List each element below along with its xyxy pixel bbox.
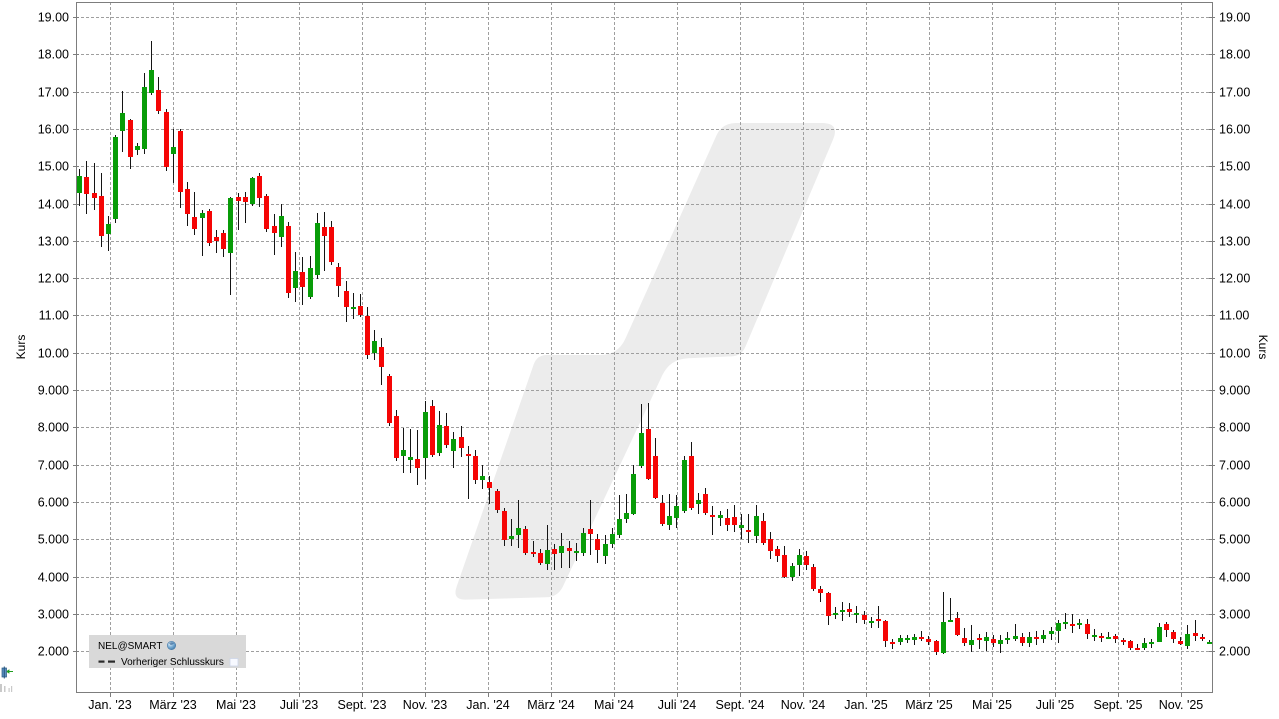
svg-text:5.000: 5.000 [1219, 533, 1250, 547]
svg-text:März '25: März '25 [905, 698, 953, 712]
svg-text:7.000: 7.000 [1219, 459, 1250, 473]
svg-text:10.00: 10.00 [1219, 347, 1250, 361]
svg-text:4.000: 4.000 [38, 571, 69, 585]
svg-text:8.000: 8.000 [1219, 421, 1250, 435]
svg-text:3.000: 3.000 [1219, 608, 1250, 622]
svg-text:März '24: März '24 [527, 698, 575, 712]
svg-text:2.000: 2.000 [1219, 645, 1250, 659]
svg-text:März '23: März '23 [149, 698, 197, 712]
svg-text:Vorheriger Schlusskurs: Vorheriger Schlusskurs [121, 657, 224, 668]
svg-text:Jan. '23: Jan. '23 [88, 698, 131, 712]
svg-text:Mai '25: Mai '25 [972, 698, 1012, 712]
svg-text:16.00: 16.00 [38, 123, 69, 137]
svg-text:Juli '24: Juli '24 [658, 698, 697, 712]
svg-text:13.00: 13.00 [1219, 235, 1250, 249]
svg-text:15.00: 15.00 [38, 160, 69, 174]
svg-text:8.000: 8.000 [38, 421, 69, 435]
svg-text:Jan. '24: Jan. '24 [466, 698, 509, 712]
svg-text:5.000: 5.000 [38, 533, 69, 547]
svg-text:9.000: 9.000 [1219, 384, 1250, 398]
svg-text:Nov. '25: Nov. '25 [1159, 698, 1204, 712]
svg-text:18.00: 18.00 [1219, 48, 1250, 62]
svg-text:12.00: 12.00 [1219, 272, 1250, 286]
svg-text:19.00: 19.00 [1219, 11, 1250, 25]
svg-text:6.000: 6.000 [38, 496, 69, 510]
svg-text:Juli '23: Juli '23 [280, 698, 319, 712]
svg-text:Kurs: Kurs [1256, 335, 1270, 360]
svg-text:9.000: 9.000 [38, 384, 69, 398]
svg-text:12.00: 12.00 [38, 272, 69, 286]
svg-text:19.00: 19.00 [38, 11, 69, 25]
svg-text:11.00: 11.00 [39, 309, 69, 323]
svg-text:11.00: 11.00 [1219, 309, 1249, 323]
svg-text:Nov. '24: Nov. '24 [781, 698, 826, 712]
svg-text:NEL@SMART: NEL@SMART [98, 641, 162, 652]
svg-text:4.000: 4.000 [1219, 571, 1250, 585]
svg-text:17.00: 17.00 [38, 86, 69, 100]
svg-text:Kurs: Kurs [14, 335, 28, 360]
svg-text:18.00: 18.00 [38, 48, 69, 62]
svg-text:13.00: 13.00 [38, 235, 69, 249]
svg-text:Nov. '23: Nov. '23 [403, 698, 448, 712]
svg-text:3.000: 3.000 [38, 608, 69, 622]
svg-text:Mai '24: Mai '24 [594, 698, 634, 712]
svg-text:Juli '25: Juli '25 [1036, 698, 1075, 712]
svg-text:Jan. '25: Jan. '25 [844, 698, 887, 712]
svg-text:2.000: 2.000 [38, 645, 69, 659]
svg-text:Mai '23: Mai '23 [216, 698, 256, 712]
svg-text:14.00: 14.00 [38, 198, 69, 212]
svg-text:15.00: 15.00 [1219, 160, 1250, 174]
svg-text:14.00: 14.00 [1219, 198, 1250, 212]
svg-text:Sept. '24: Sept. '24 [716, 698, 765, 712]
svg-text:10.00: 10.00 [38, 347, 69, 361]
svg-text:7.000: 7.000 [38, 459, 69, 473]
svg-text:Sept. '25: Sept. '25 [1094, 698, 1143, 712]
svg-text:6.000: 6.000 [1219, 496, 1250, 510]
svg-text:17.00: 17.00 [1219, 86, 1250, 100]
svg-text:16.00: 16.00 [1219, 123, 1250, 137]
svg-text:Sept. '23: Sept. '23 [338, 698, 387, 712]
